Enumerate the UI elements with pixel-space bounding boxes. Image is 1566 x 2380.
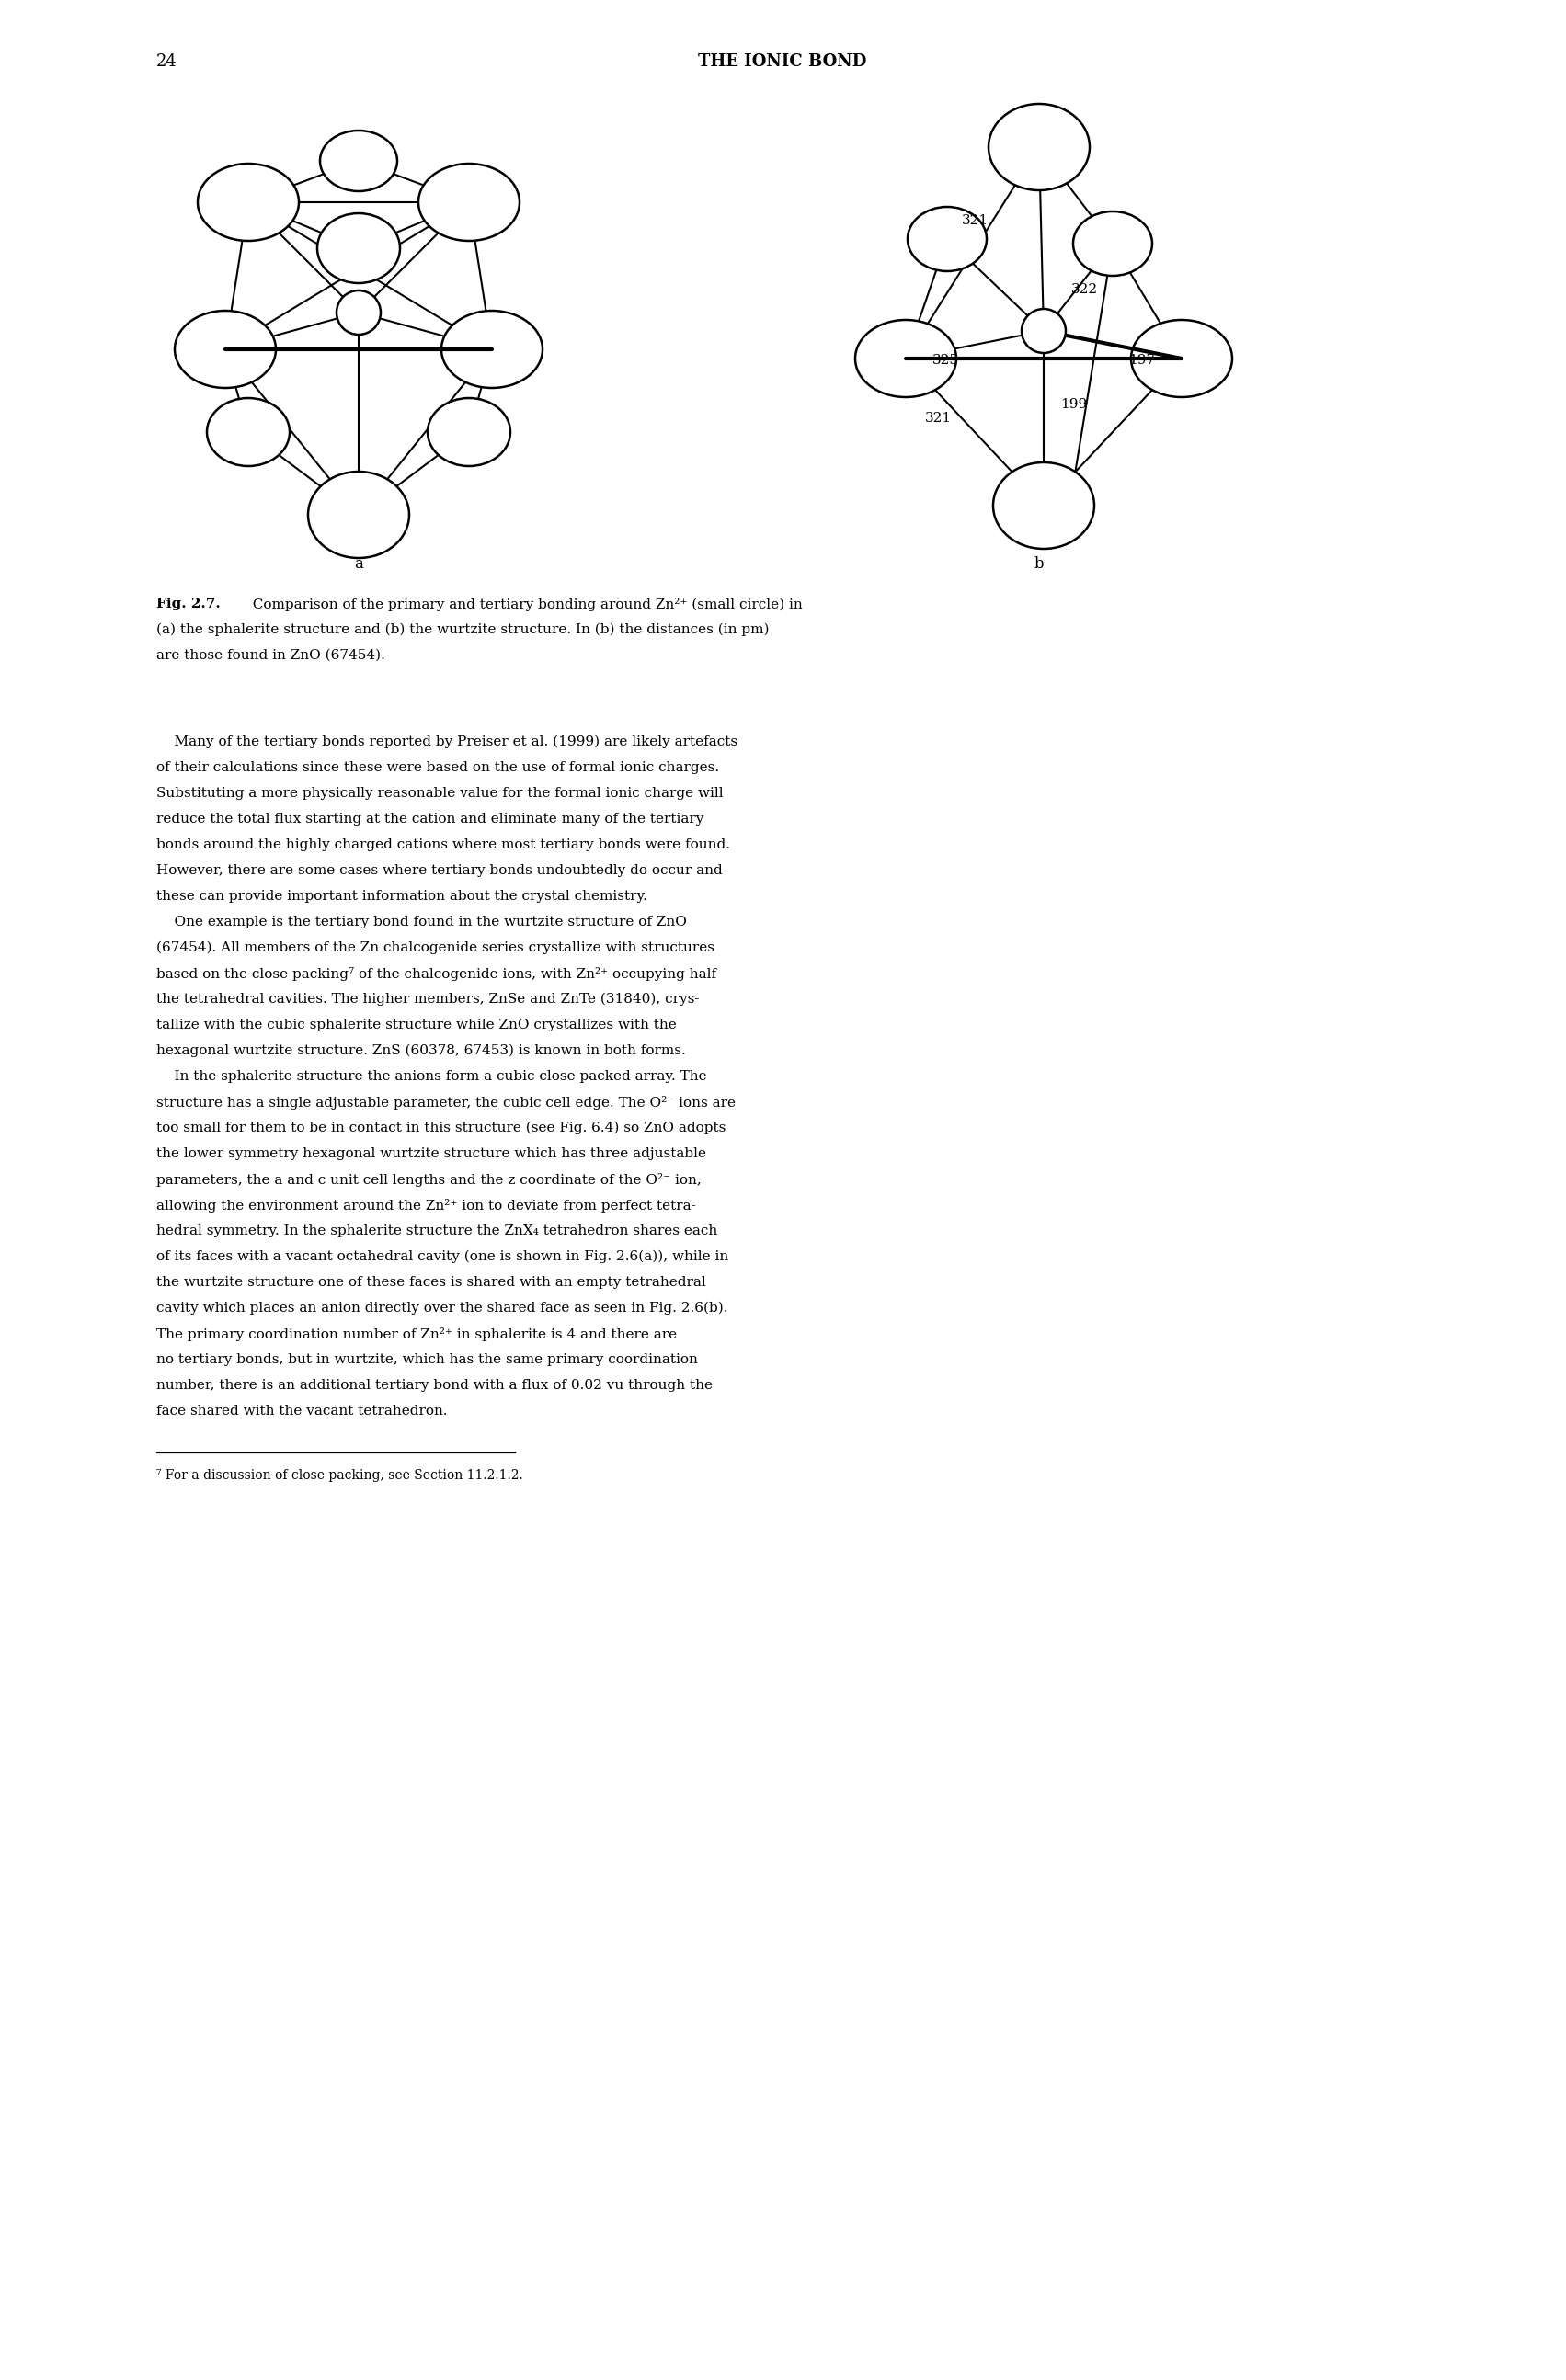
Ellipse shape <box>855 319 957 397</box>
Text: hexagonal wurtzite structure. ZnS (60378, 67453) is known in both forms.: hexagonal wurtzite structure. ZnS (60378… <box>157 1045 686 1057</box>
Ellipse shape <box>337 290 381 336</box>
Text: (67454). All members of the Zn chalcogenide series crystallize with structures: (67454). All members of the Zn chalcogen… <box>157 942 714 954</box>
Text: In the sphalerite structure the anions form a cubic close packed array. The: In the sphalerite structure the anions f… <box>157 1071 706 1083</box>
Text: Substituting a more physically reasonable value for the formal ionic charge will: Substituting a more physically reasonabl… <box>157 788 723 800</box>
Ellipse shape <box>418 164 520 240</box>
Ellipse shape <box>442 312 542 388</box>
Text: 24: 24 <box>157 52 177 69</box>
Text: allowing the environment around the Zn²⁺ ion to deviate from perfect tetra-: allowing the environment around the Zn²⁺… <box>157 1200 695 1211</box>
Ellipse shape <box>908 207 987 271</box>
Text: the wurtzite structure one of these faces is shared with an empty tetrahedral: the wurtzite structure one of these face… <box>157 1276 706 1290</box>
Text: The primary coordination number of Zn²⁺ in sphalerite is 4 and there are: The primary coordination number of Zn²⁺ … <box>157 1328 677 1342</box>
Ellipse shape <box>993 462 1095 550</box>
Text: these can provide important information about the crystal chemistry.: these can provide important information … <box>157 890 647 902</box>
Text: hedral symmetry. In the sphalerite structure the ZnX₄ tetrahedron shares each: hedral symmetry. In the sphalerite struc… <box>157 1223 717 1238</box>
Text: structure has a single adjustable parameter, the cubic cell edge. The O²⁻ ions a: structure has a single adjustable parame… <box>157 1095 736 1109</box>
Text: tallize with the cubic sphalerite structure while ZnO crystallizes with the: tallize with the cubic sphalerite struct… <box>157 1019 677 1031</box>
Text: the lower symmetry hexagonal wurtzite structure which has three adjustable: the lower symmetry hexagonal wurtzite st… <box>157 1147 706 1159</box>
Text: too small for them to be in contact in this structure (see Fig. 6.4) so ZnO adop: too small for them to be in contact in t… <box>157 1121 727 1135</box>
Text: THE IONIC BOND: THE IONIC BOND <box>698 52 868 69</box>
Ellipse shape <box>175 312 276 388</box>
Ellipse shape <box>428 397 511 466</box>
Text: of its faces with a vacant octahedral cavity (one is shown in Fig. 2.6(a)), whil: of its faces with a vacant octahedral ca… <box>157 1250 728 1264</box>
Text: 199: 199 <box>1060 397 1087 412</box>
Ellipse shape <box>318 214 399 283</box>
Text: One example is the tertiary bond found in the wurtzite structure of ZnO: One example is the tertiary bond found i… <box>157 916 687 928</box>
Text: 322: 322 <box>1071 283 1098 295</box>
Text: 321: 321 <box>926 412 952 424</box>
Text: Comparison of the primary and tertiary bonding around Zn²⁺ (small circle) in: Comparison of the primary and tertiary b… <box>244 597 802 612</box>
Ellipse shape <box>309 471 409 557</box>
Text: ⁷ For a discussion of close packing, see Section 11.2.1.2.: ⁷ For a discussion of close packing, see… <box>157 1468 523 1483</box>
Text: 197: 197 <box>1128 355 1156 367</box>
Text: 325: 325 <box>932 355 958 367</box>
Ellipse shape <box>1073 212 1153 276</box>
Text: parameters, the a and c unit cell lengths and the z coordinate of the O²⁻ ion,: parameters, the a and c unit cell length… <box>157 1173 702 1188</box>
Text: are those found in ZnO (67454).: are those found in ZnO (67454). <box>157 650 385 662</box>
Ellipse shape <box>1131 319 1232 397</box>
Text: 321: 321 <box>962 214 988 226</box>
Text: bonds around the highly charged cations where most tertiary bonds were found.: bonds around the highly charged cations … <box>157 838 730 852</box>
Text: However, there are some cases where tertiary bonds undoubtedly do occur and: However, there are some cases where tert… <box>157 864 722 876</box>
Text: (a) the sphalerite structure and (b) the wurtzite structure. In (b) the distance: (a) the sphalerite structure and (b) the… <box>157 624 769 635</box>
Text: Many of the tertiary bonds reported by Preiser et al. (1999) are likely artefact: Many of the tertiary bonds reported by P… <box>157 735 738 750</box>
Ellipse shape <box>207 397 290 466</box>
Text: based on the close packing⁷ of the chalcogenide ions, with Zn²⁺ occupying half: based on the close packing⁷ of the chalc… <box>157 966 717 981</box>
Ellipse shape <box>1021 309 1066 352</box>
Text: number, there is an additional tertiary bond with a flux of 0.02 vu through the: number, there is an additional tertiary … <box>157 1378 713 1392</box>
Text: cavity which places an anion directly over the shared face as seen in Fig. 2.6(b: cavity which places an anion directly ov… <box>157 1302 728 1314</box>
Ellipse shape <box>319 131 398 190</box>
Text: face shared with the vacant tetrahedron.: face shared with the vacant tetrahedron. <box>157 1404 448 1418</box>
Text: the tetrahedral cavities. The higher members, ZnSe and ZnTe (31840), crys-: the tetrahedral cavities. The higher mem… <box>157 992 700 1007</box>
Text: of their calculations since these were based on the use of formal ionic charges.: of their calculations since these were b… <box>157 762 719 774</box>
Text: reduce the total flux starting at the cation and eliminate many of the tertiary: reduce the total flux starting at the ca… <box>157 812 703 826</box>
Ellipse shape <box>197 164 299 240</box>
Text: Fig. 2.7.: Fig. 2.7. <box>157 597 221 609</box>
Text: b: b <box>1034 557 1045 571</box>
Ellipse shape <box>988 105 1090 190</box>
Text: a: a <box>354 557 363 571</box>
Text: no tertiary bonds, but in wurtzite, which has the same primary coordination: no tertiary bonds, but in wurtzite, whic… <box>157 1354 698 1366</box>
